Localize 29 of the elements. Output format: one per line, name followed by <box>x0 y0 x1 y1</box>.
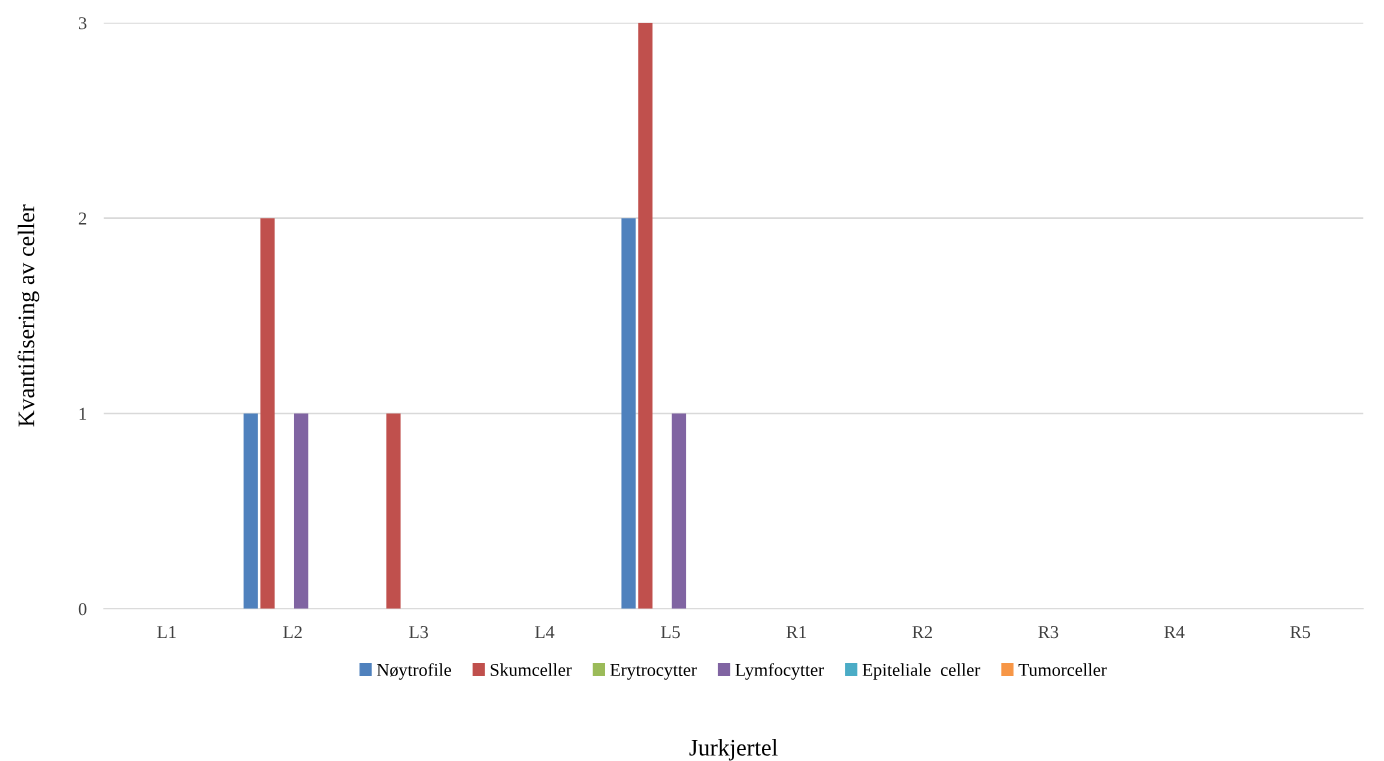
x-tick-label: L3 <box>409 626 428 639</box>
bar <box>243 413 258 609</box>
y-tick-label: 1 <box>79 407 87 420</box>
legend-label: Nøytrofile <box>376 663 452 680</box>
x-tick-label: L4 <box>535 626 555 638</box>
bar <box>293 413 309 609</box>
x-tick-label: R5 <box>1290 626 1311 639</box>
y-tick-label: 0 <box>78 603 87 616</box>
bar <box>386 413 401 609</box>
bar <box>260 218 275 609</box>
y-tick-label: 2 <box>78 212 87 225</box>
legend-label: Skumceller <box>490 663 572 677</box>
y-tick-label: 3 <box>78 17 87 30</box>
x-tick-label: R4 <box>1164 626 1185 638</box>
x-tick-label: R3 <box>1038 626 1059 639</box>
legend-label: Lymfocytter <box>735 663 824 680</box>
x-axis-title: Jurkjertel <box>689 739 778 761</box>
bar <box>638 22 653 609</box>
x-tick-label: R2 <box>912 626 932 638</box>
bar <box>621 218 636 609</box>
x-tick-label: L2 <box>283 626 302 638</box>
x-tick-label: L5 <box>661 626 680 639</box>
legend-label: Tumorceller <box>1018 663 1107 677</box>
legend-label: Epiteliale celler <box>862 663 981 680</box>
y-axis-title: Kvantifisering av celler <box>17 204 40 427</box>
x-tick-label: R1 <box>786 626 806 638</box>
x-tick-label: L1 <box>157 626 176 638</box>
legend-label: Erytrocytter <box>610 664 697 680</box>
bar <box>671 413 687 609</box>
